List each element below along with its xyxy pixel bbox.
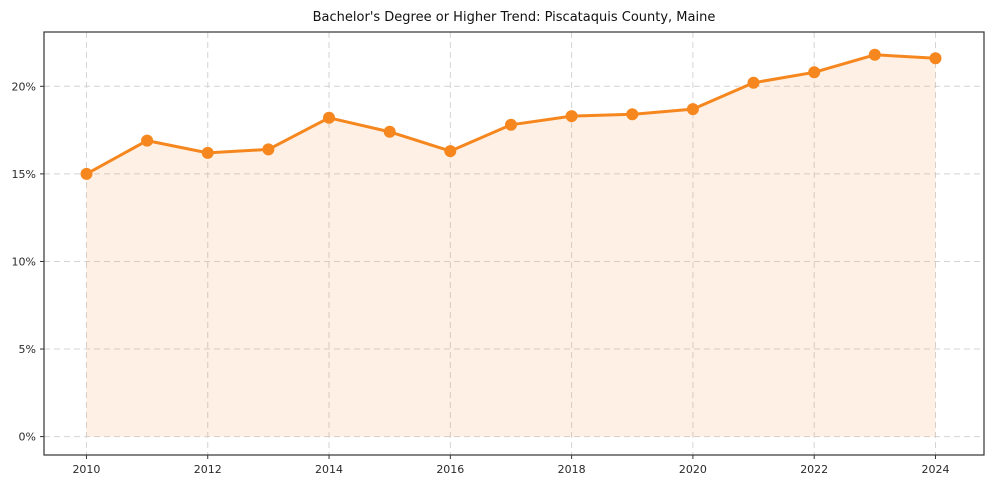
y-tick-label: 15%: [12, 168, 36, 181]
x-tick-label: 2018: [558, 463, 586, 476]
area-fill: [86, 54, 936, 437]
data-point: [808, 66, 821, 79]
data-point: [565, 110, 578, 123]
y-tick-label: 5%: [19, 343, 36, 356]
x-tick-label: 2014: [315, 463, 343, 476]
plot-area: 2010 2012 2014 2016 2018 2020 2022 2024 0% 5% 10% 1…: [12, 31, 985, 476]
data-point: [868, 48, 881, 61]
x-tick-label: 2010: [72, 463, 100, 476]
x-tick-label: 2022: [800, 463, 828, 476]
x-tick-label: 2024: [921, 463, 949, 476]
y-tick-label: 20%: [12, 80, 36, 93]
x-tick-label: 2012: [194, 463, 222, 476]
data-point: [929, 52, 942, 65]
data-point: [747, 76, 760, 89]
data-point: [383, 125, 396, 138]
x-tick-label: 2020: [679, 463, 707, 476]
data-point: [323, 111, 335, 124]
y-tick-label: 0%: [19, 431, 36, 444]
data-point: [201, 146, 214, 159]
data-point: [262, 143, 275, 156]
plot-border: [43, 31, 985, 456]
data-point: [686, 103, 699, 116]
chart-title: Bachelor's Degree or Higher Trend: Pisca…: [313, 10, 716, 25]
data-point: [80, 167, 93, 180]
x-tick-label: 2016: [436, 463, 464, 476]
data-point: [444, 145, 457, 158]
data-point: [505, 118, 517, 131]
data-point: [141, 134, 154, 147]
data-point: [626, 108, 639, 121]
y-tick-label: 10%: [12, 255, 36, 268]
